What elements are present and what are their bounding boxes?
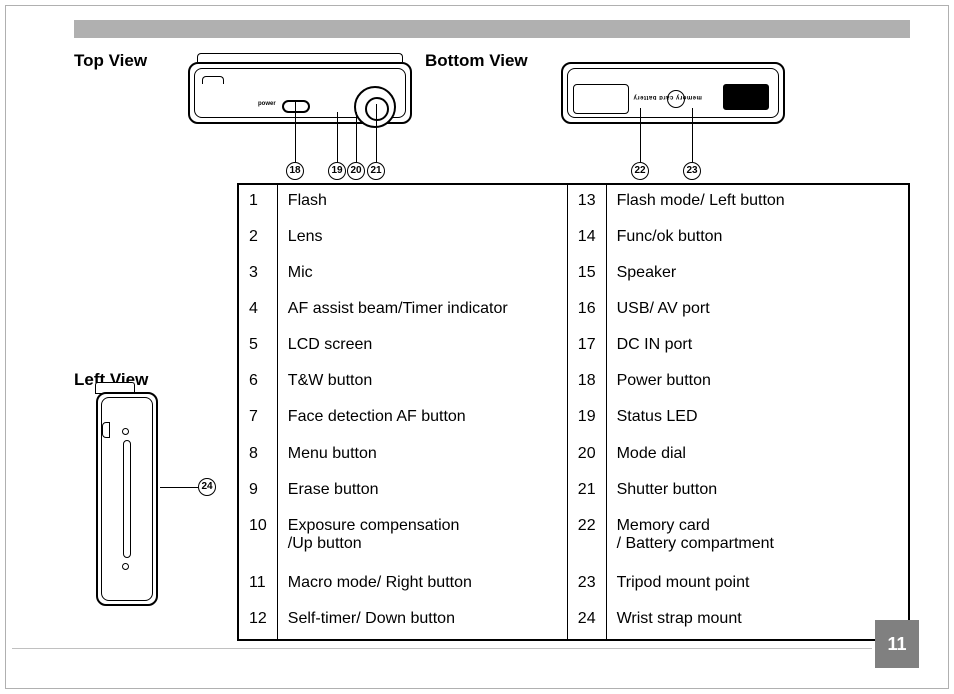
top-view-heading: Top View bbox=[74, 51, 147, 71]
lead-line bbox=[295, 100, 296, 162]
part-label: Speaker bbox=[606, 257, 909, 293]
table-row: 6T&W button18Power button bbox=[238, 365, 909, 401]
lead-line bbox=[376, 104, 377, 162]
table-row: 5LCD screen17DC IN port bbox=[238, 329, 909, 365]
table-row: 1Flash13Flash mode/ Left button bbox=[238, 184, 909, 221]
callout-24: 24 bbox=[198, 478, 216, 496]
bottom-text: memory card battery bbox=[633, 94, 702, 100]
part-label: USB/ AV port bbox=[606, 293, 909, 329]
parts-table: 1Flash13Flash mode/ Left button2Lens14Fu… bbox=[237, 183, 910, 641]
part-label: T&W button bbox=[277, 365, 567, 401]
part-label: Tripod mount point bbox=[606, 567, 909, 603]
lead-line bbox=[356, 112, 357, 162]
part-number: 9 bbox=[238, 474, 277, 510]
callout-21: 21 bbox=[367, 162, 385, 180]
callout-23: 23 bbox=[683, 162, 701, 180]
part-label: Status LED bbox=[606, 401, 909, 437]
part-label: Exposure compensation /Up button bbox=[277, 510, 567, 567]
part-number: 13 bbox=[567, 184, 606, 221]
part-number: 17 bbox=[567, 329, 606, 365]
header-bar bbox=[74, 20, 910, 38]
part-label: Menu button bbox=[277, 438, 567, 474]
power-button-icon bbox=[282, 100, 310, 113]
part-number: 22 bbox=[567, 510, 606, 567]
table-row: 12Self-timer/ Down button24Wrist strap m… bbox=[238, 603, 909, 640]
table-row: 9Erase button21Shutter button bbox=[238, 474, 909, 510]
part-number: 6 bbox=[238, 365, 277, 401]
table-row: 10Exposure compensation /Up button22Memo… bbox=[238, 510, 909, 567]
part-label: Mic bbox=[277, 257, 567, 293]
part-number: 10 bbox=[238, 510, 277, 567]
part-label: Face detection AF button bbox=[277, 401, 567, 437]
part-label: Mode dial bbox=[606, 438, 909, 474]
lead-line bbox=[692, 108, 693, 162]
part-label: Func/ok button bbox=[606, 221, 909, 257]
part-number: 24 bbox=[567, 603, 606, 640]
part-number: 18 bbox=[567, 365, 606, 401]
part-number: 14 bbox=[567, 221, 606, 257]
part-label: Shutter button bbox=[606, 474, 909, 510]
part-label: Flash mode/ Left button bbox=[606, 184, 909, 221]
part-number: 2 bbox=[238, 221, 277, 257]
part-label: DC IN port bbox=[606, 329, 909, 365]
part-label: Flash bbox=[277, 184, 567, 221]
part-number: 1 bbox=[238, 184, 277, 221]
part-number: 4 bbox=[238, 293, 277, 329]
table-row: 4AF assist beam/Timer indicator16USB/ AV… bbox=[238, 293, 909, 329]
part-label: Wrist strap mount bbox=[606, 603, 909, 640]
part-number: 16 bbox=[567, 293, 606, 329]
part-label: LCD screen bbox=[277, 329, 567, 365]
lead-line bbox=[160, 487, 198, 488]
mode-dial-icon bbox=[354, 86, 396, 128]
part-label: AF assist beam/Timer indicator bbox=[277, 293, 567, 329]
part-label: Lens bbox=[277, 221, 567, 257]
table-row: 7Face detection AF button19Status LED bbox=[238, 401, 909, 437]
camera-top-diagram: power bbox=[188, 48, 412, 138]
callout-18: 18 bbox=[286, 162, 304, 180]
part-label: Macro mode/ Right button bbox=[277, 567, 567, 603]
table-row: 8Menu button20Mode dial bbox=[238, 438, 909, 474]
table-row: 3Mic15Speaker bbox=[238, 257, 909, 293]
footer-line bbox=[12, 648, 872, 649]
part-label: Self-timer/ Down button bbox=[277, 603, 567, 640]
part-number: 15 bbox=[567, 257, 606, 293]
lead-line bbox=[640, 108, 641, 162]
part-number: 23 bbox=[567, 567, 606, 603]
part-number: 19 bbox=[567, 401, 606, 437]
part-label: Erase button bbox=[277, 474, 567, 510]
callout-19: 19 bbox=[328, 162, 346, 180]
table-row: 2Lens14Func/ok button bbox=[238, 221, 909, 257]
part-label: Memory card / Battery compartment bbox=[606, 510, 909, 567]
table-row: 11Macro mode/ Right button23Tripod mount… bbox=[238, 567, 909, 603]
callout-22: 22 bbox=[631, 162, 649, 180]
page-number: 11 bbox=[875, 620, 919, 668]
camera-left-diagram bbox=[82, 392, 172, 606]
part-number: 5 bbox=[238, 329, 277, 365]
callout-20: 20 bbox=[347, 162, 365, 180]
part-number: 8 bbox=[238, 438, 277, 474]
part-label: Power button bbox=[606, 365, 909, 401]
power-label: power bbox=[258, 101, 276, 107]
lead-line bbox=[337, 112, 338, 162]
bottom-view-heading: Bottom View bbox=[425, 51, 528, 71]
camera-bottom-diagram: memory card battery bbox=[561, 48, 785, 138]
part-number: 7 bbox=[238, 401, 277, 437]
part-number: 11 bbox=[238, 567, 277, 603]
part-number: 21 bbox=[567, 474, 606, 510]
part-number: 12 bbox=[238, 603, 277, 640]
part-number: 3 bbox=[238, 257, 277, 293]
part-number: 20 bbox=[567, 438, 606, 474]
